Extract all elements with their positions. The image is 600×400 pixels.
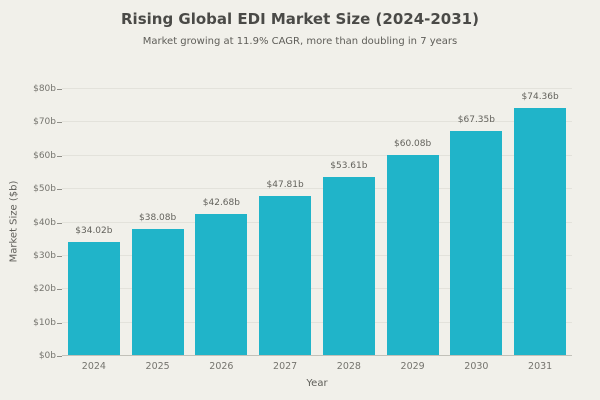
y-tick-label: $70b [33,117,56,128]
bar-value-label: $67.35b [457,115,495,126]
y-tick-mark [57,122,62,124]
y-tick-label: $40b [33,217,56,228]
bar-value-label: $34.02b [75,226,113,237]
y-tick-label: $80b [33,84,56,94]
gridline [62,88,572,89]
bar-value-label: $60.08b [394,139,432,150]
y-tick-label: $10b [33,317,56,328]
x-axis-line [62,355,572,356]
bar-slot: $60.08b [381,89,445,356]
bar-value-label: $38.08b [139,212,177,223]
gridline [62,121,572,123]
x-tick-label: 2026 [209,361,234,372]
bar-2026: $42.68b [195,198,248,356]
bar-slot: $34.02b [62,89,126,356]
x-tick-label: 2029 [400,361,425,372]
y-tick-mark [57,89,62,90]
bar-value-label: $42.68b [202,197,240,208]
bar-value-label: $74.36b [521,91,559,102]
y-tick-label: $60b [33,150,56,161]
gridline [62,188,572,190]
gridline [62,154,572,156]
bar-slot: $47.81b [253,89,317,356]
x-tick-label: 2028 [336,361,361,372]
gridline [62,254,572,256]
bar-2028: $53.61b [322,161,375,356]
bar-2027: $47.81b [259,180,312,356]
chart-subtitle: Market growing at 11.9% CAGR, more than … [142,36,458,47]
y-tick-mark [57,322,62,324]
y-tick-label: $30b [33,250,56,261]
chart-title: Rising Global EDI Market Size (2024-2031… [121,10,479,28]
y-tick-label: $50b [33,184,56,195]
plot-area: $34.02b $38.08b $42.68b $47.81b $53.61b $60.0… [62,88,572,356]
bar-2030: $67.35b [450,115,503,356]
gridline [62,321,572,323]
bar-value-label: $47.81b [266,180,304,191]
bar-2031: $74.36b [514,92,567,356]
x-tick-label: 2024 [81,361,106,372]
bar-slot: $74.36b [508,89,572,356]
y-tick-mark [57,356,62,357]
y-tick-mark [57,222,62,224]
bar-value-label: $53.61b [330,161,368,172]
bar-2025: $38.08b [131,213,184,356]
bar-slot: $38.08b [126,89,190,356]
bar-2029: $60.08b [386,139,439,356]
x-axis-label: Year [306,378,328,389]
bar-slot: $53.61b [317,89,381,356]
x-tick-label: 2030 [464,361,489,372]
x-tick-label: 2025 [145,361,170,372]
y-tick-label: $0b [38,351,56,361]
y-tick-mark [57,289,62,291]
x-tick-label: 2027 [273,361,298,372]
bars-layer: $34.02b $38.08b $42.68b $47.81b $53.61b $60.0… [62,89,572,356]
y-axis-label: Market Size ($b) [8,180,20,263]
bar-slot: $42.68b [190,89,254,356]
gridline [62,288,572,290]
y-tick-mark [57,155,62,157]
gridline [62,221,572,223]
y-tick-label: $20b [33,284,56,295]
y-tick-mark [57,189,62,191]
x-tick-label: 2031 [528,361,553,372]
y-tick-mark [57,255,62,257]
bar-2024: $34.02b [67,226,120,356]
x-axis-tick-labels: 2024 2025 2026 2027 2028 2029 2030 2031 [62,361,572,372]
bar-slot: $67.35b [445,89,509,356]
